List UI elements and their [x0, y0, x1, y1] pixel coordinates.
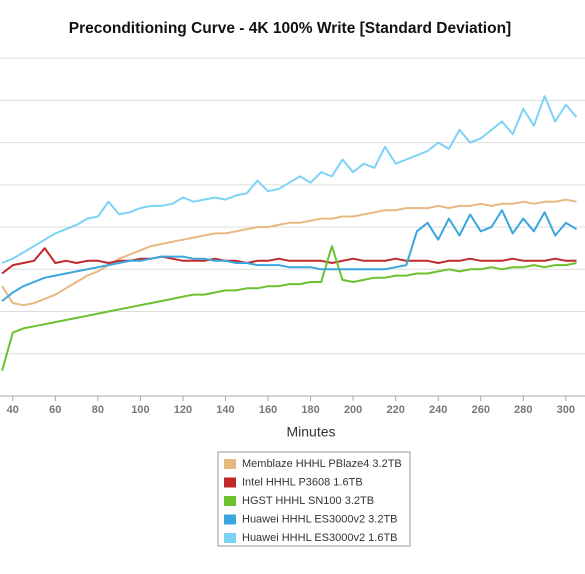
legend-swatch: [224, 533, 236, 543]
series-line: [1, 95, 578, 264]
legend-swatch: [224, 514, 236, 525]
legend-label: Huawei HHHL ES3000v2 3.2TB: [242, 513, 398, 525]
x-tick-label: 180: [301, 404, 319, 416]
legend-label: Memblaze HHHL PBlaze4 3.2TB: [242, 458, 402, 470]
series-line: [1, 209, 578, 302]
x-tick-label: 60: [49, 404, 61, 416]
legend-swatch: [224, 477, 236, 488]
legend-swatch: [224, 459, 236, 469]
legend-swatch: [224, 496, 236, 506]
x-tick-label: 100: [131, 404, 149, 416]
x-tick-label: 220: [386, 404, 404, 416]
x-tick-label: 240: [429, 404, 447, 416]
legend-box: [217, 451, 411, 547]
x-tick-label: 160: [259, 404, 277, 416]
series-line: [1, 247, 577, 275]
x-tick-label: 300: [557, 404, 575, 416]
x-axis-label: Minutes: [286, 424, 335, 440]
legend-label: Huawei HHHL ES3000v2 1.6TB: [242, 532, 398, 544]
x-tick-label: 80: [92, 404, 104, 416]
legend-label: Intel HHHL P3608 1.6TB: [242, 476, 363, 488]
x-tick-label: 200: [344, 404, 362, 416]
legend-label: HGST HHHL SN100 3.2TB: [242, 495, 374, 507]
x-tick-label: 280: [514, 404, 532, 416]
x-tick-label: 120: [174, 404, 192, 416]
x-tick-label: 40: [7, 404, 19, 416]
x-tick-label: 260: [472, 404, 490, 416]
series-line: [1, 245, 577, 371]
series-line: [1, 198, 577, 307]
chart-title: Preconditioning Curve - 4K 100% Write [S…: [69, 20, 511, 37]
x-tick-label: 140: [216, 404, 234, 416]
